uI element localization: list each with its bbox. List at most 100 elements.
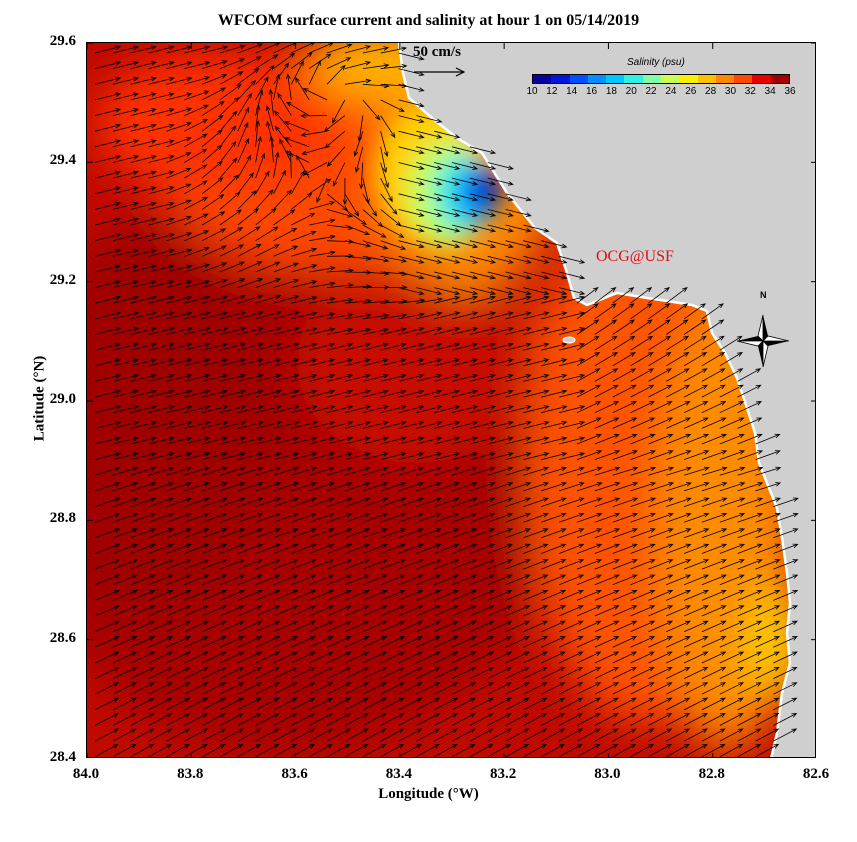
current-arrow	[683, 319, 707, 335]
current-arrow	[541, 605, 567, 617]
current-arrow	[469, 295, 497, 304]
current-arrow	[683, 682, 709, 695]
current-arrow	[201, 466, 228, 476]
current-arrow	[362, 358, 389, 367]
current-arrow	[594, 482, 621, 492]
current-arrow	[255, 466, 282, 476]
current-arrow	[416, 420, 443, 429]
current-arrow	[505, 605, 531, 617]
current-arrow	[487, 452, 514, 460]
current-arrow	[487, 590, 513, 601]
current-arrow	[130, 280, 157, 288]
current-arrow	[273, 636, 299, 648]
current-arrow	[469, 436, 497, 445]
current-arrow	[648, 682, 673, 695]
current-arrow	[541, 240, 568, 249]
current-arrow	[416, 590, 442, 601]
current-arrow	[451, 389, 479, 398]
current-arrow	[184, 605, 210, 617]
current-arrow	[219, 590, 245, 601]
current-arrow	[112, 636, 138, 648]
compass-rose-icon	[736, 314, 790, 368]
current-arrow	[576, 543, 603, 554]
current-arrow	[594, 728, 619, 742]
current-arrow	[451, 605, 477, 617]
current-arrow	[112, 108, 140, 116]
current-arrow	[166, 232, 193, 242]
current-arrow	[416, 636, 441, 648]
current-arrow	[505, 405, 532, 414]
current-arrow	[398, 99, 425, 108]
current-arrow	[237, 605, 263, 617]
current-arrow	[291, 728, 316, 742]
current-arrow	[130, 713, 155, 726]
current-arrow	[451, 743, 476, 757]
current-arrow	[666, 743, 690, 757]
current-arrow	[523, 666, 548, 679]
current-arrow	[612, 303, 635, 320]
current-arrow	[326, 528, 353, 539]
current-arrow	[344, 405, 372, 414]
current-arrow	[505, 311, 532, 320]
current-arrow	[451, 311, 479, 320]
current-arrow	[273, 151, 280, 179]
current-arrow	[576, 682, 602, 695]
current-arrow	[737, 590, 763, 601]
current-arrow	[362, 559, 388, 570]
current-arrow	[380, 342, 407, 351]
current-arrow	[701, 303, 724, 320]
current-arrow	[362, 682, 388, 695]
current-arrow	[523, 713, 548, 726]
current-arrow	[630, 466, 657, 476]
current-arrow	[416, 452, 443, 460]
colorbar-swatch	[679, 75, 698, 83]
current-arrow	[416, 605, 442, 617]
colorbar-tick-label: 10	[526, 86, 538, 97]
current-arrow	[130, 155, 157, 163]
x-tick-label: 83.0	[594, 766, 621, 782]
current-arrow	[487, 666, 513, 679]
current-arrow	[505, 209, 532, 217]
current-arrow	[683, 450, 710, 460]
current-arrow	[719, 682, 745, 695]
current-arrow	[184, 358, 211, 367]
current-arrow	[541, 590, 567, 601]
current-arrow	[94, 264, 122, 273]
current-arrow	[451, 713, 477, 726]
current-arrow	[541, 342, 568, 351]
current-arrow	[541, 728, 566, 742]
current-arrow	[201, 682, 227, 695]
current-arrow	[469, 590, 495, 601]
current-arrow	[184, 148, 208, 163]
current-arrow	[558, 620, 584, 633]
current-arrow	[683, 384, 709, 398]
current-arrow	[94, 682, 120, 695]
current-arrow	[112, 264, 140, 273]
current-arrow	[701, 590, 727, 601]
current-arrow	[130, 233, 157, 242]
current-arrow	[219, 58, 246, 69]
current-arrow	[630, 417, 656, 429]
current-arrow	[201, 129, 223, 148]
current-arrow	[344, 313, 372, 320]
colorbar-swatch	[533, 75, 552, 83]
current-arrow	[666, 636, 691, 648]
current-arrow	[273, 389, 300, 398]
current-arrow	[523, 327, 550, 335]
reference-vector-label: 50 cm/s	[413, 44, 461, 60]
current-arrow	[166, 466, 193, 476]
current-arrow	[469, 177, 497, 186]
current-arrow	[219, 543, 246, 554]
current-arrow	[451, 405, 479, 414]
current-arrow	[416, 255, 443, 264]
colorbar-tick-label: 24	[665, 86, 677, 97]
current-arrow	[737, 528, 763, 539]
current-arrow	[166, 327, 193, 335]
current-arrow	[362, 466, 389, 476]
current-arrow	[237, 327, 264, 335]
current-arrow	[291, 296, 318, 304]
current-arrow	[359, 162, 364, 190]
y-tick-label: 29.0	[49, 391, 76, 407]
current-arrow	[416, 743, 441, 757]
current-arrow	[148, 295, 175, 304]
